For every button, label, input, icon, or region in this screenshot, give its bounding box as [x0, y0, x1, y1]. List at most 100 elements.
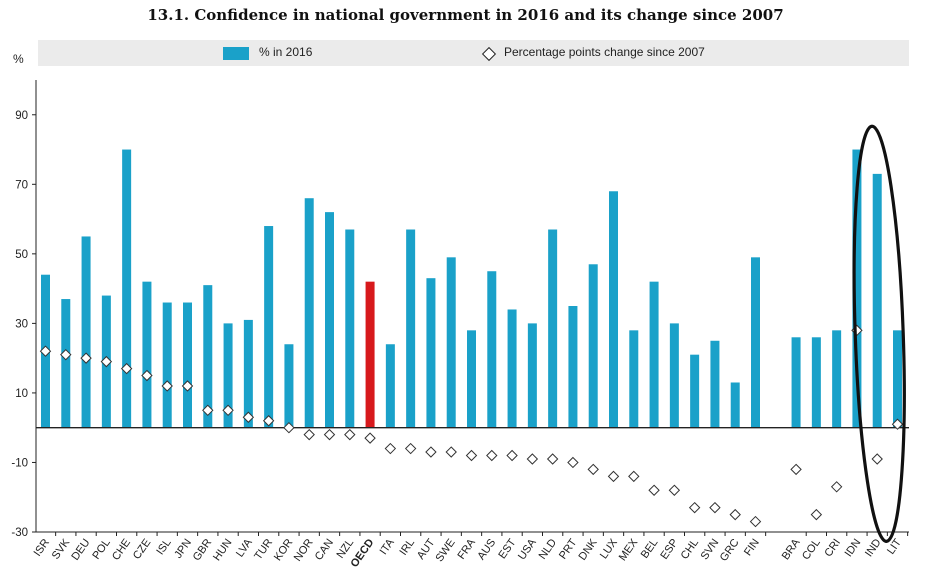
bar — [61, 299, 71, 428]
change-marker — [222, 404, 234, 417]
chart-title: 13.1. Confidence in national government … — [147, 6, 784, 24]
bar — [893, 330, 902, 428]
change-marker — [141, 369, 153, 382]
category-label: BEL — [639, 537, 661, 561]
bar — [325, 212, 334, 428]
y-tick-label: 70 — [15, 179, 28, 191]
category-label: BRA — [780, 536, 803, 562]
change-marker — [830, 481, 843, 493]
bar — [446, 257, 456, 428]
change-marker — [283, 421, 295, 434]
bar — [81, 236, 91, 428]
change-marker — [790, 463, 802, 476]
change-marker — [729, 508, 741, 521]
category-label: CZE — [131, 537, 153, 562]
category-label: CAN — [313, 537, 336, 563]
bar — [811, 337, 821, 428]
bar — [527, 323, 537, 428]
change-marker — [364, 432, 376, 444]
category-label: NLD — [537, 537, 559, 562]
change-marker — [344, 428, 356, 441]
change-marker — [39, 345, 52, 357]
bar — [426, 278, 436, 428]
change-marker — [506, 449, 518, 462]
bar — [832, 330, 842, 428]
y-tick-label: 90 — [15, 110, 28, 122]
category-label: FIN — [742, 537, 762, 558]
bar — [548, 229, 558, 428]
bar — [203, 285, 213, 428]
change-marker — [445, 446, 457, 458]
bar — [507, 309, 517, 428]
bar — [649, 281, 659, 428]
category-label: IDN — [843, 537, 864, 559]
change-marker — [749, 515, 762, 528]
highlight-oval — [852, 124, 906, 543]
bar — [690, 354, 700, 428]
bar — [467, 330, 476, 428]
change-marker — [100, 355, 113, 368]
category-label: POL — [90, 537, 112, 562]
change-marker — [668, 484, 681, 496]
change-marker — [161, 380, 173, 392]
category-label: CHE — [110, 537, 133, 563]
bar — [669, 323, 679, 428]
category-label: ITA — [378, 536, 398, 557]
bar — [872, 173, 882, 428]
bar — [142, 281, 152, 428]
bar — [264, 226, 274, 428]
change-marker — [567, 456, 579, 469]
category-label: SWE — [433, 537, 457, 564]
y-tick-label: 30 — [15, 318, 28, 330]
bar — [122, 149, 132, 428]
bar — [487, 271, 497, 428]
change-marker — [587, 463, 599, 476]
change-marker — [810, 508, 823, 521]
category-label: EST — [496, 537, 518, 562]
bar — [284, 344, 294, 428]
bar — [751, 257, 760, 428]
category-label: GRC — [718, 537, 742, 564]
change-marker — [120, 362, 133, 375]
bar — [345, 229, 355, 428]
change-marker — [628, 470, 640, 483]
category-label: FRA — [456, 536, 479, 561]
change-marker — [709, 501, 721, 514]
change-marker — [404, 442, 417, 455]
change-marker — [486, 449, 498, 462]
change-marker — [648, 484, 660, 496]
bar — [183, 302, 192, 428]
y-tick-label: -30 — [11, 527, 28, 539]
bar — [710, 340, 720, 428]
y-axis-unit-label: % — [13, 52, 24, 66]
category-label: ISL — [154, 537, 173, 557]
change-marker — [891, 418, 904, 430]
category-label: HUN — [211, 537, 235, 563]
category-label: KOR — [272, 537, 296, 563]
change-marker — [688, 501, 701, 514]
category-label: SVN — [699, 537, 722, 562]
category-label: MEX — [617, 536, 641, 563]
category-label: IND — [863, 537, 884, 559]
change-marker — [384, 442, 397, 455]
change-marker — [546, 453, 559, 465]
bar — [588, 264, 598, 428]
bar — [385, 344, 395, 428]
change-marker — [323, 428, 336, 441]
category-label: SVK — [50, 536, 73, 561]
bar — [791, 337, 801, 428]
category-label: DNK — [577, 536, 601, 562]
category-label: NOR — [292, 537, 316, 564]
bar — [162, 302, 172, 428]
bar — [406, 229, 416, 428]
bar — [304, 198, 314, 428]
y-tick-label: 50 — [15, 249, 28, 261]
bar — [223, 323, 233, 428]
change-marker — [60, 348, 72, 361]
y-tick-label: -10 — [11, 457, 28, 469]
change-marker — [871, 453, 883, 465]
change-marker — [80, 352, 92, 364]
change-marker — [181, 380, 194, 392]
category-label: PRT — [557, 537, 579, 562]
change-marker — [262, 415, 275, 427]
